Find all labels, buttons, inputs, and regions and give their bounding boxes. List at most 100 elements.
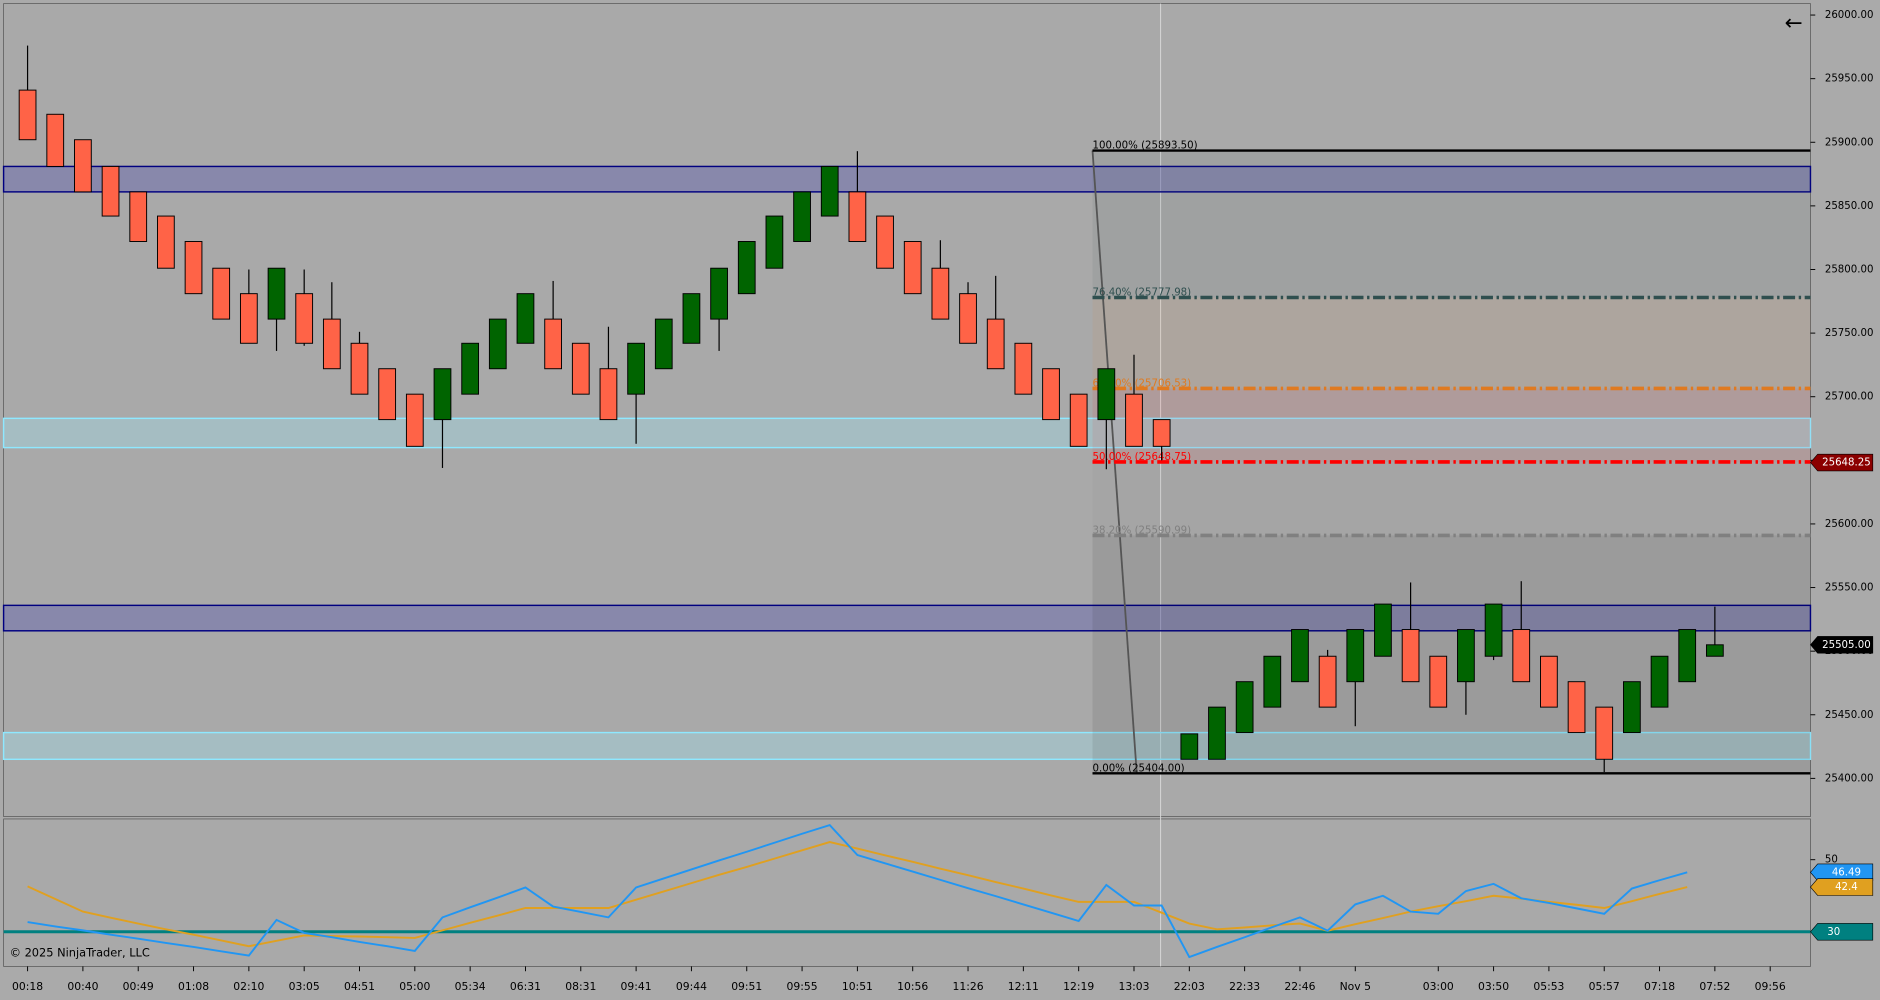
y-tick-label: 26000.00	[1825, 10, 1874, 21]
candle-body	[903, 241, 922, 295]
x-tick-label: 09:55	[787, 980, 818, 993]
candle-body	[1346, 629, 1365, 683]
candle-body	[1401, 629, 1420, 683]
candle-body	[848, 191, 867, 242]
candle-body	[571, 342, 590, 395]
x-tick-label: 00:18	[12, 980, 43, 993]
fib-zone	[1092, 461, 1811, 536]
price-marker-label: 42.4	[1835, 882, 1858, 893]
y-tick-label: 25950.00	[1825, 74, 1874, 85]
oscillator-panel	[3, 818, 1811, 967]
candle-body	[1540, 655, 1558, 708]
x-tick-label: 22:03	[1174, 980, 1205, 993]
candle-body	[322, 318, 341, 370]
osc-level-marker	[1810, 923, 1874, 941]
fib-label: 38.20% (25590.99)	[1093, 526, 1192, 537]
x-tick-label: 22:46	[1284, 980, 1315, 993]
zone	[2, 417, 1812, 449]
candle-body	[793, 191, 811, 242]
y-tick-label: 25550.00	[1825, 583, 1874, 594]
candle-body	[74, 139, 92, 193]
candle-body	[461, 342, 480, 395]
candle-body	[267, 267, 286, 320]
candle-body	[18, 89, 37, 141]
candle-body	[737, 241, 756, 295]
candle-body	[129, 191, 148, 242]
y-tick-label: 25900.00	[1825, 137, 1874, 148]
fib-label: 50.00% (25648.75)	[1093, 452, 1192, 463]
fib-label: 100.00% (25893.50)	[1093, 141, 1198, 152]
candle-body	[931, 267, 950, 320]
candle-body	[1318, 655, 1337, 708]
x-tick-label: 10:51	[842, 980, 873, 993]
x-tick-label: 05:34	[455, 980, 486, 993]
osc-level-label: 30	[1827, 927, 1840, 938]
x-tick-label: 22:33	[1229, 980, 1260, 993]
x-tick-label: 09:44	[676, 980, 707, 993]
candle-body	[1374, 603, 1392, 657]
osc-line	[27, 823, 1688, 959]
y-tick-label: 25750.00	[1825, 328, 1874, 339]
candle-body	[46, 113, 65, 167]
x-tick-label: 03:50	[1478, 980, 1509, 993]
candle-body	[101, 165, 120, 217]
x-tick-label: 09:56	[1755, 980, 1786, 993]
candle-body	[1457, 629, 1475, 683]
candle-body	[986, 318, 1005, 370]
x-tick-label: 13:03	[1118, 980, 1149, 993]
x-tick-label: 01:08	[178, 980, 209, 993]
candle-body	[184, 241, 203, 295]
candle-body	[1208, 706, 1226, 760]
candle-body	[682, 293, 701, 344]
fib-zone	[1092, 297, 1811, 389]
candle-body	[1180, 733, 1199, 760]
candle-body	[239, 293, 258, 344]
candle-body	[544, 318, 562, 370]
price-marker	[1810, 636, 1874, 654]
price-marker-label: 46.49	[1832, 867, 1861, 878]
price-marker	[1810, 453, 1874, 472]
x-tick-label: 09:41	[621, 980, 652, 993]
x-tick-label: Nov 5	[1340, 980, 1371, 993]
y-tick-label: 25850.00	[1825, 201, 1874, 212]
candle-body	[1125, 393, 1143, 447]
x-tick-label: 03:00	[1423, 980, 1454, 993]
candle-body	[1567, 681, 1586, 734]
x-tick-label: 12:19	[1063, 980, 1094, 993]
candle-body	[433, 368, 452, 421]
x-tick-label: 03:05	[289, 980, 320, 993]
candle-body	[212, 267, 231, 320]
candle-body	[488, 318, 507, 370]
price-marker-label: 25505.00	[1822, 640, 1871, 651]
candle-body	[1595, 706, 1614, 760]
x-tick-label: 08:31	[565, 980, 596, 993]
candle-body	[1014, 342, 1033, 395]
price-marker-label: 25648.25	[1822, 458, 1871, 469]
candle-body	[1650, 655, 1669, 708]
x-tick-label: 06:31	[510, 980, 541, 993]
x-tick-label: 00:40	[67, 980, 98, 993]
candle-body	[1097, 368, 1116, 421]
candle-body	[1429, 655, 1448, 708]
candle-body	[654, 318, 673, 370]
x-tick-label: 07:18	[1644, 980, 1675, 993]
fib-label: 76.40% (25777.98)	[1093, 288, 1192, 299]
x-tick-label: 04:51	[344, 980, 375, 993]
x-tick-label: 05:57	[1589, 980, 1620, 993]
fib-label: 61.80% (25706.53)	[1093, 379, 1192, 390]
x-tick-label: 00:49	[123, 980, 154, 993]
back-button[interactable]: ←	[1785, 11, 1803, 36]
candle-body	[378, 368, 397, 421]
candle-body	[876, 215, 894, 269]
candle-body	[820, 165, 839, 217]
x-tick-label: 05:53	[1533, 980, 1564, 993]
y-tick-label: 25600.00	[1825, 519, 1874, 530]
candle-body	[157, 215, 175, 269]
candle-body	[1069, 393, 1088, 447]
candle-body	[1705, 644, 1724, 657]
zone	[2, 604, 1812, 632]
zone	[2, 165, 1812, 193]
